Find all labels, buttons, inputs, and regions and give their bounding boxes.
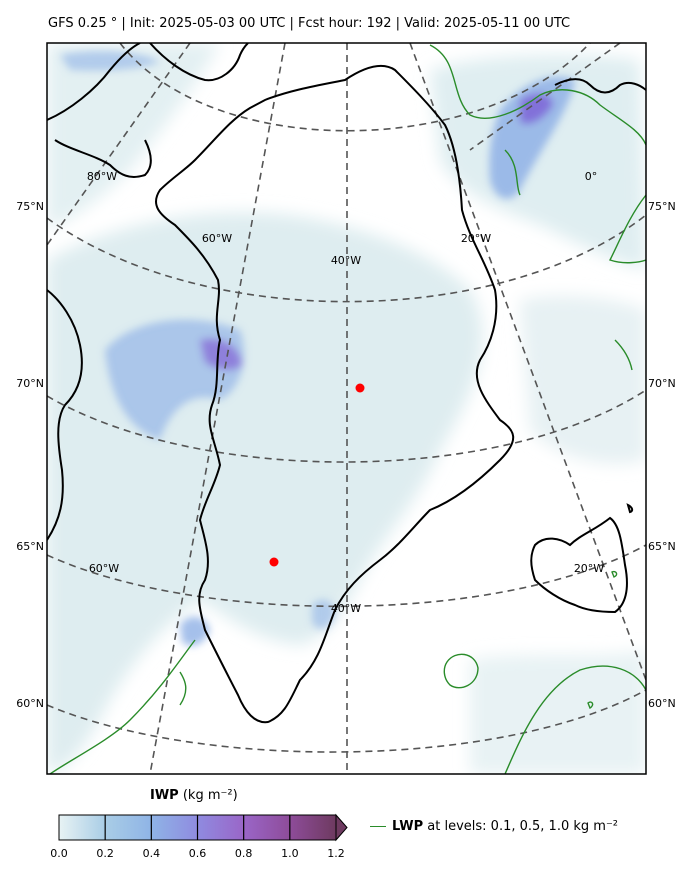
meridian-0 [469, 43, 621, 151]
lwp-contour-small-1 [587, 701, 594, 710]
legend-line-swatch [370, 826, 386, 827]
lwp-contour-sw-2 [179, 671, 187, 706]
ellesmere-coast [47, 43, 249, 121]
greenland-coast [155, 64, 515, 724]
lwp-contour-ne [429, 44, 646, 146]
svalbard-coast [554, 78, 646, 94]
iwp-light-region-nw [47, 43, 220, 230]
iwp-light-region-se [470, 650, 646, 774]
colorbar-tick-label: 0.4 [143, 847, 161, 860]
lon-label-80w: 80°W [87, 170, 117, 183]
colorbar-tick-label: 0.8 [235, 847, 253, 860]
lon-label-60w-north: 60°W [202, 232, 232, 245]
map-frame [46, 42, 647, 775]
iwp-high-core-west [200, 338, 242, 370]
lon-label-40w-north: 40°W [331, 254, 361, 267]
lon-label-60w-south: 60°W [89, 562, 119, 575]
lat-label-right-75n: 75°N [648, 200, 676, 213]
jan-mayen [626, 503, 634, 514]
lwp-legend: LWP at levels: 0.1, 0.5, 1.0 kg m⁻² [370, 819, 618, 834]
lwp-contour-e [609, 194, 646, 264]
lat-label-right-70n: 70°N [648, 377, 676, 390]
parallel-65n [47, 544, 646, 608]
parallel-70n [47, 389, 646, 463]
legend-label-bold: LWP [392, 819, 424, 834]
meridian-80w [47, 43, 191, 246]
iwp-mid-south-2 [312, 599, 335, 630]
nw-islands [54, 139, 152, 178]
parallel-80n [119, 43, 591, 132]
coastlines [47, 43, 646, 724]
lon-label-20w-south: 20°W [574, 562, 604, 575]
parallel-75n [47, 214, 646, 303]
lat-label-right-65n: 65°N [648, 540, 676, 553]
iwp-mid-streak-nw [60, 50, 160, 71]
lon-label-0: 0° [585, 170, 598, 183]
station-marker-2 [269, 557, 279, 567]
iwp-mid-band-ne [489, 76, 575, 199]
colorbar-tick-label: 1.2 [327, 847, 345, 860]
meridian-20w [409, 43, 646, 681]
lon-label-20w-north: 20°W [461, 232, 491, 245]
legend-label-rest: at levels: 0.1, 0.5, 1.0 kg m⁻² [423, 819, 619, 834]
baffin-coast [47, 289, 83, 541]
lwp-contour-ne-2 [504, 149, 521, 196]
colorbar-tick-label: 0.2 [96, 847, 114, 860]
iceland-coast [530, 516, 628, 614]
iwp-light-region-e [520, 295, 646, 464]
lat-label-right-60n: 60°N [648, 697, 676, 710]
lwp-contour-e-2 [614, 339, 633, 371]
colorbar-tick-label: 0.6 [189, 847, 207, 860]
lat-label-left-60n: 60°N [16, 697, 44, 710]
lwp-contour-se [504, 665, 646, 774]
colorbar-title: IWP (kg m⁻²) [150, 788, 238, 803]
lwp-contours [49, 44, 646, 774]
lat-label-left-70n: 70°N [16, 377, 44, 390]
meridian-60w [149, 43, 286, 774]
lat-label-left-75n: 75°N [16, 200, 44, 213]
lwp-contour-small-2 [611, 570, 618, 578]
lwp-contour-sw [49, 639, 196, 774]
colorbar-tick-label: 0.0 [50, 847, 68, 860]
colorbar: 0.0 0.2 0.4 0.6 0.8 1.0 1.2 [50, 813, 348, 860]
colorbar-tick-label: 1.0 [281, 847, 299, 860]
station-marker-1 [355, 383, 365, 393]
colorbar-extend-arrow [335, 813, 348, 842]
lon-label-40w-south: 40°W [331, 602, 361, 615]
figure-title: GFS 0.25 ° | Init: 2025-05-03 00 UTC | F… [48, 16, 571, 31]
lat-label-left-65n: 65°N [16, 540, 44, 553]
lwp-contour-island [443, 653, 479, 689]
iwp-high-core-ne [520, 93, 553, 124]
